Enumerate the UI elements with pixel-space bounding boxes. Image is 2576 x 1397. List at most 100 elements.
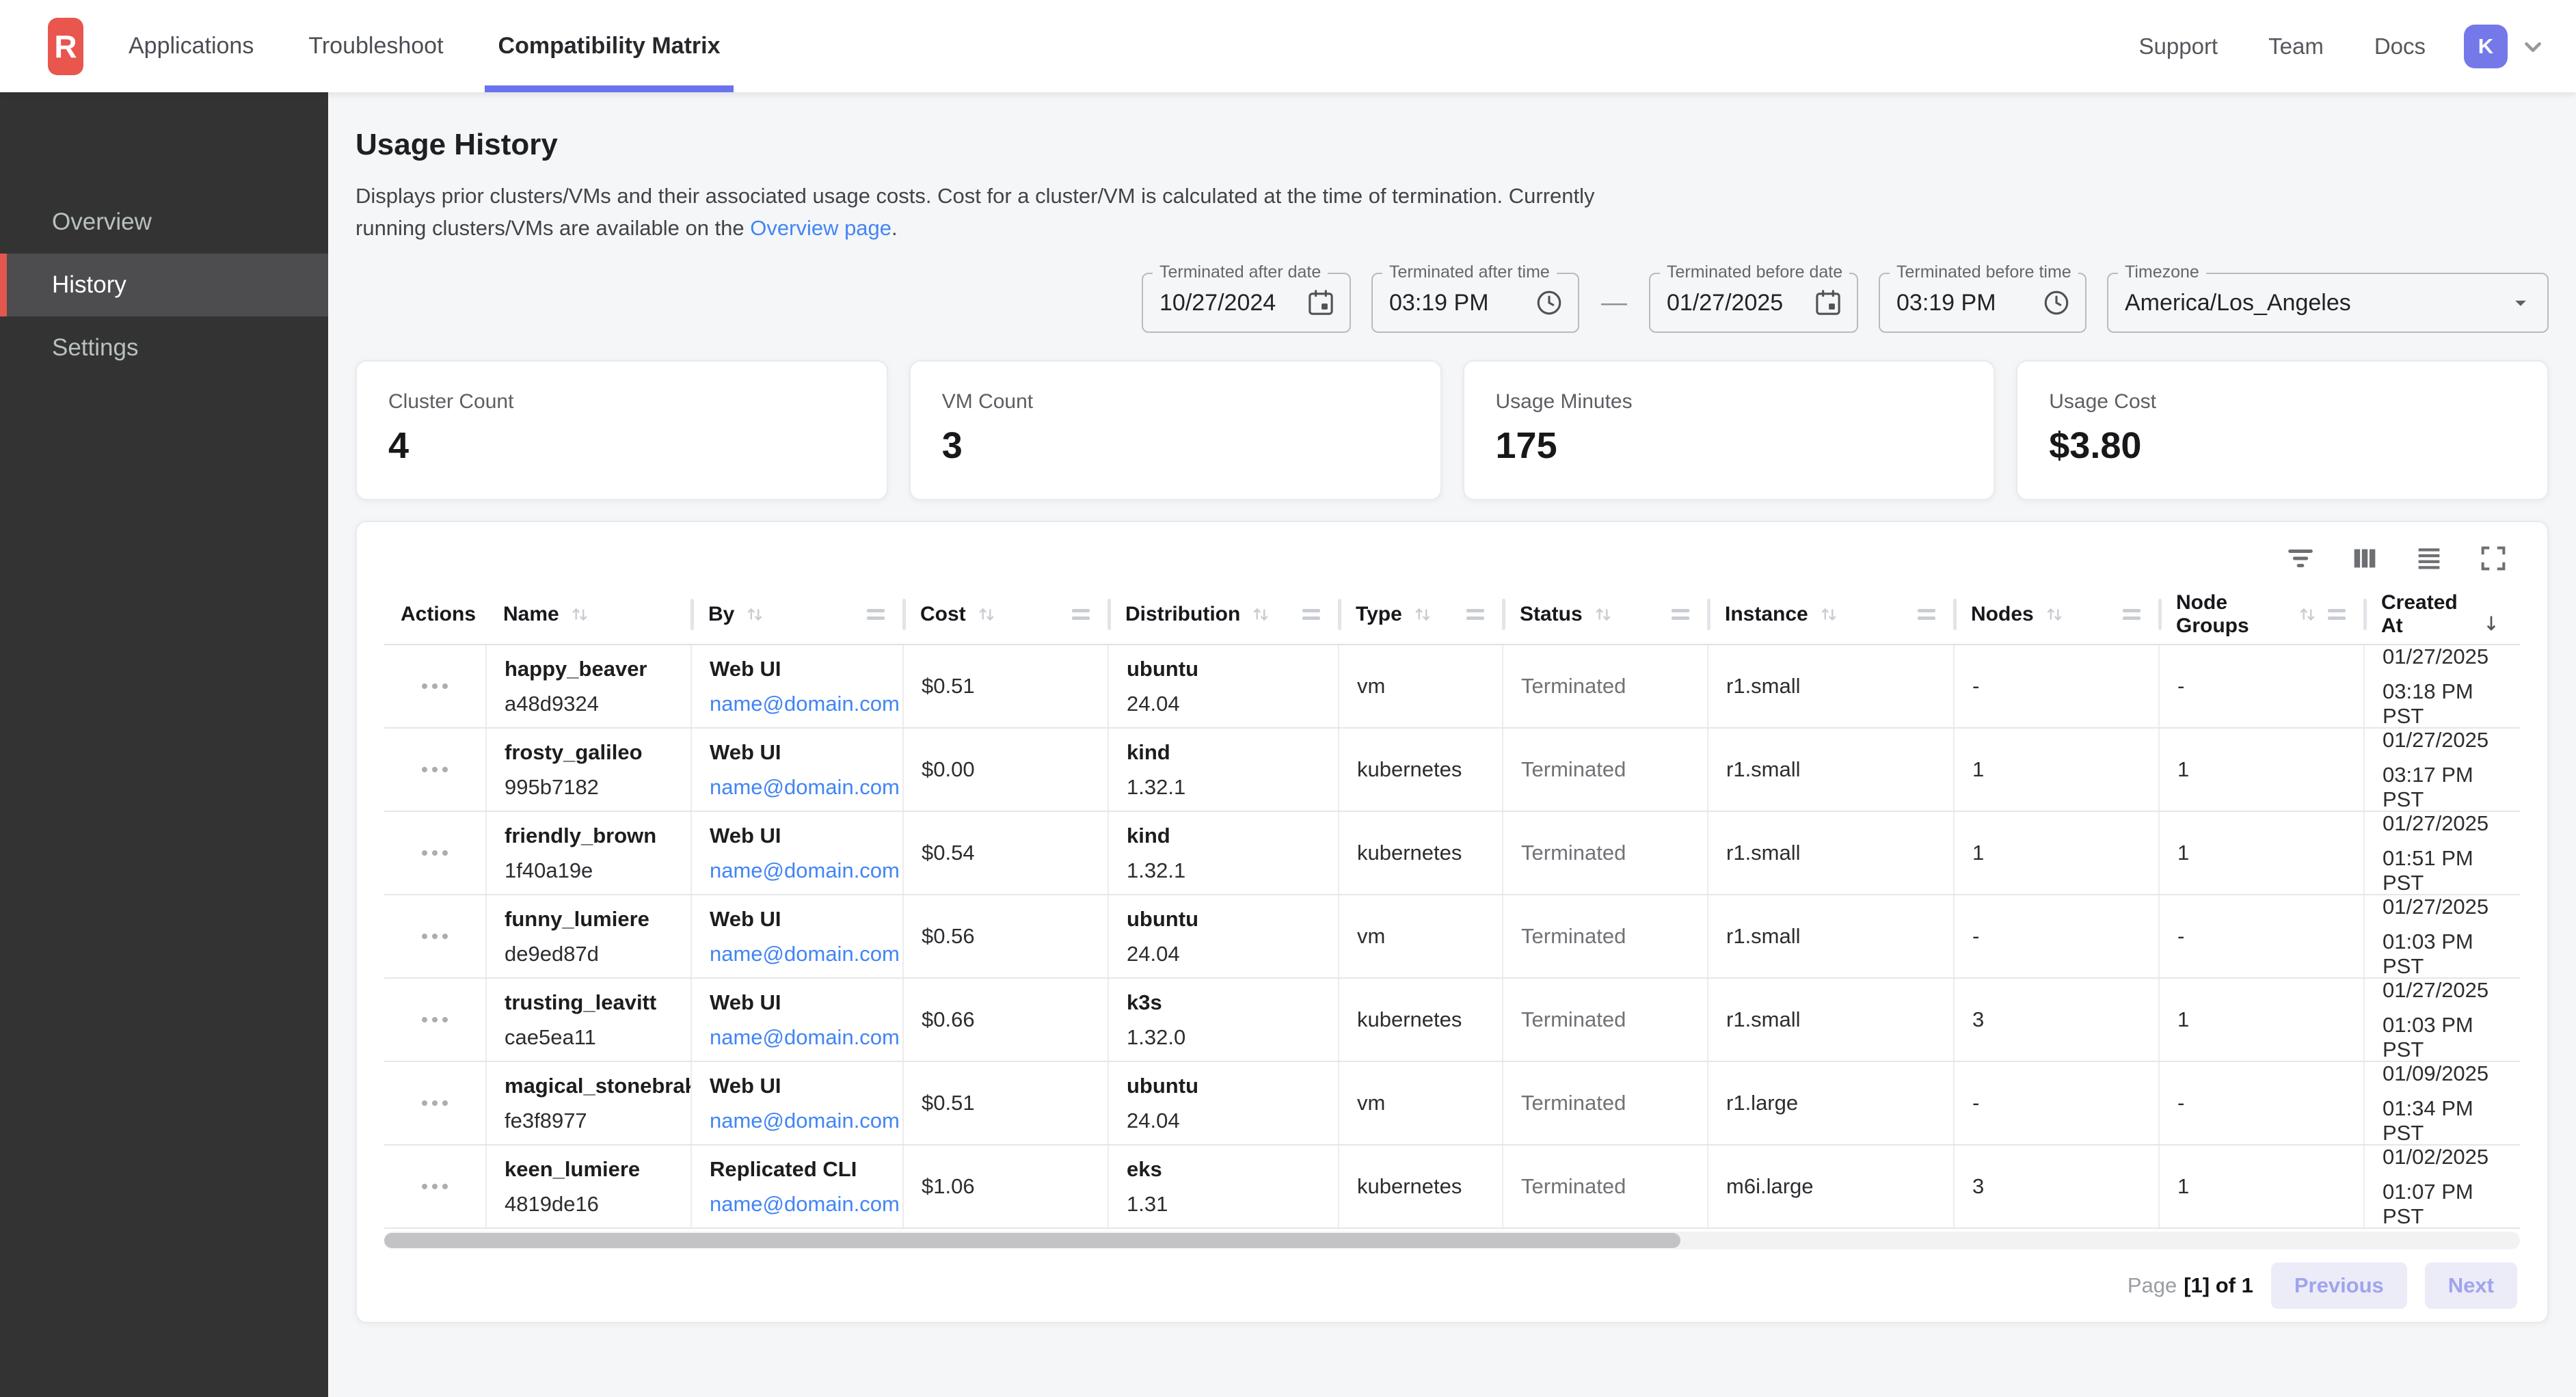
sort-icon[interactable] — [742, 602, 767, 627]
column-header-status[interactable]: Status — [1503, 585, 1710, 644]
sort-icon[interactable] — [1816, 602, 1841, 627]
replicated-logo[interactable]: R — [48, 17, 83, 75]
created-by-email-link[interactable]: name@domain.com — [710, 1191, 900, 1216]
clock-icon[interactable] — [2041, 288, 2071, 318]
cost-value: $0.54 — [922, 841, 975, 865]
created-at-cell: 01/27/2025 01:03 PM PST — [2365, 979, 2520, 1061]
column-menu-icon[interactable] — [867, 609, 887, 620]
nav-link-support[interactable]: Support — [2138, 33, 2218, 59]
column-header-type[interactable]: Type — [1339, 585, 1505, 644]
column-header-node-groups[interactable]: Node Groups — [2160, 585, 2367, 644]
stat-cards: Cluster Count 4 VM Count 3 Usage Minutes 175 U… — [355, 360, 2549, 500]
created-by-email-link[interactable]: name@domain.com — [710, 774, 900, 799]
type-value: vm — [1357, 924, 1386, 948]
density-icon[interactable] — [2413, 543, 2445, 574]
filter-terminated-after-date[interactable]: Terminated after date 10/27/2024 — [1142, 262, 1351, 333]
fullscreen-icon[interactable] — [2478, 543, 2509, 574]
filter-icon[interactable] — [2285, 543, 2316, 574]
sort-icon[interactable] — [567, 602, 592, 627]
filter-terminated-before-date[interactable]: Terminated before date 01/27/2025 — [1649, 262, 1858, 333]
column-header-cost[interactable]: Cost — [904, 585, 1111, 644]
row-actions-button[interactable] — [414, 759, 456, 781]
nav-link-team[interactable]: Team — [2268, 33, 2324, 59]
column-menu-icon[interactable] — [2123, 609, 2143, 620]
nav-tabs: Applications Troubleshoot Compatibility Ma… — [115, 0, 734, 92]
column-header-created-at[interactable]: Created At — [2365, 585, 2520, 644]
created-by-email-link[interactable]: name@domain.com — [710, 858, 900, 882]
horizontal-scrollbar-thumb[interactable] — [384, 1233, 1681, 1248]
sort-desc-icon[interactable] — [2479, 611, 2504, 636]
column-header-name[interactable]: Name — [487, 585, 694, 644]
sidebar-item-overview[interactable]: Overview — [52, 208, 152, 235]
page-indicator: Page [1] of 1 — [2128, 1273, 2253, 1298]
column-separator[interactable] — [1953, 599, 1957, 630]
created-by-email-link[interactable]: name@domain.com — [710, 691, 900, 716]
sort-icon[interactable] — [974, 602, 999, 627]
columns-icon[interactable] — [2349, 543, 2380, 574]
next-page-button[interactable]: Next — [2424, 1262, 2517, 1309]
chevron-down-icon[interactable] — [2517, 31, 2549, 62]
column-header-distribution[interactable]: Distribution — [1109, 585, 1341, 644]
avatar[interactable]: K — [2464, 24, 2508, 68]
row-actions-button[interactable] — [414, 1009, 456, 1031]
created-date: 01/27/2025 — [2383, 979, 2489, 1002]
dropdown-arrow-icon[interactable] — [2508, 290, 2534, 316]
column-menu-icon[interactable] — [1672, 609, 1692, 620]
row-actions-button[interactable] — [414, 675, 456, 697]
sort-icon[interactable] — [2295, 602, 2320, 627]
column-separator[interactable] — [902, 599, 906, 630]
column-separator[interactable] — [2158, 599, 2162, 630]
column-menu-icon[interactable] — [1072, 609, 1092, 620]
filter-timezone[interactable]: Timezone America/Los_Angeles — [2107, 262, 2549, 333]
cost-value: $1.06 — [922, 1174, 975, 1198]
column-menu-icon[interactable] — [2328, 609, 2348, 620]
tab-compatibility-matrix[interactable]: Compatibility Matrix — [484, 0, 734, 92]
column-menu-icon[interactable] — [1918, 609, 1938, 620]
previous-page-button[interactable]: Previous — [2270, 1262, 2407, 1309]
column-header-nodes[interactable]: Nodes — [1955, 585, 2162, 644]
row-actions-button[interactable] — [414, 1176, 456, 1197]
sort-icon[interactable] — [1410, 602, 1435, 627]
type-value: kubernetes — [1357, 1174, 1462, 1198]
calendar-icon[interactable] — [1306, 288, 1336, 318]
sidebar-item-history[interactable]: History — [0, 254, 328, 316]
distribution-cell: ubuntu 24.04 — [1109, 1062, 1339, 1144]
row-actions-button[interactable] — [414, 842, 456, 864]
column-separator[interactable] — [1707, 599, 1710, 630]
filter-terminated-before-time[interactable]: Terminated before time 03:19 PM — [1879, 262, 2087, 333]
created-by-email-link[interactable]: name@domain.com — [710, 1108, 900, 1132]
name-cell: magical_stonebraker fe3f8977 — [487, 1062, 692, 1144]
sidebar-item-settings[interactable]: Settings — [52, 334, 139, 361]
sort-icon[interactable] — [1591, 602, 1615, 627]
tab-troubleshoot[interactable]: Troubleshoot — [308, 33, 444, 59]
column-separator[interactable] — [1108, 599, 1111, 630]
filter-terminated-after-time[interactable]: Terminated after time 03:19 PM — [1371, 262, 1579, 333]
column-header-label: Actions — [401, 603, 477, 625]
created-date: 01/27/2025 — [2383, 729, 2489, 752]
sort-icon[interactable] — [2042, 602, 2067, 627]
column-menu-icon[interactable] — [1302, 609, 1323, 620]
instance-value: r1.small — [1726, 924, 1801, 948]
column-separator[interactable] — [2363, 599, 2367, 630]
column-header-by[interactable]: By — [692, 585, 906, 644]
clock-icon[interactable] — [1534, 288, 1564, 318]
distribution-version: 1.32.1 — [1127, 858, 1186, 882]
column-header-instance[interactable]: Instance — [1708, 585, 1957, 644]
nav-link-docs[interactable]: Docs — [2374, 33, 2426, 59]
type-value: kubernetes — [1357, 757, 1462, 781]
sort-icon[interactable] — [1248, 602, 1273, 627]
overview-page-link[interactable]: Overview page — [750, 216, 892, 240]
created-by-email-link[interactable]: name@domain.com — [710, 1025, 900, 1049]
column-separator[interactable] — [1338, 599, 1341, 630]
tab-applications[interactable]: Applications — [129, 33, 254, 59]
row-actions-button[interactable] — [414, 925, 456, 947]
row-actions-button[interactable] — [414, 1092, 456, 1114]
status-cell: Terminated — [1503, 1145, 1708, 1228]
column-menu-icon[interactable] — [1466, 609, 1487, 620]
column-separator[interactable] — [690, 599, 694, 630]
calendar-icon[interactable] — [1813, 288, 1843, 318]
cost-value: $0.51 — [922, 674, 975, 698]
nodes-cell: - — [1955, 895, 2160, 977]
created-by-email-link[interactable]: name@domain.com — [710, 941, 900, 966]
column-separator[interactable] — [1502, 599, 1505, 630]
